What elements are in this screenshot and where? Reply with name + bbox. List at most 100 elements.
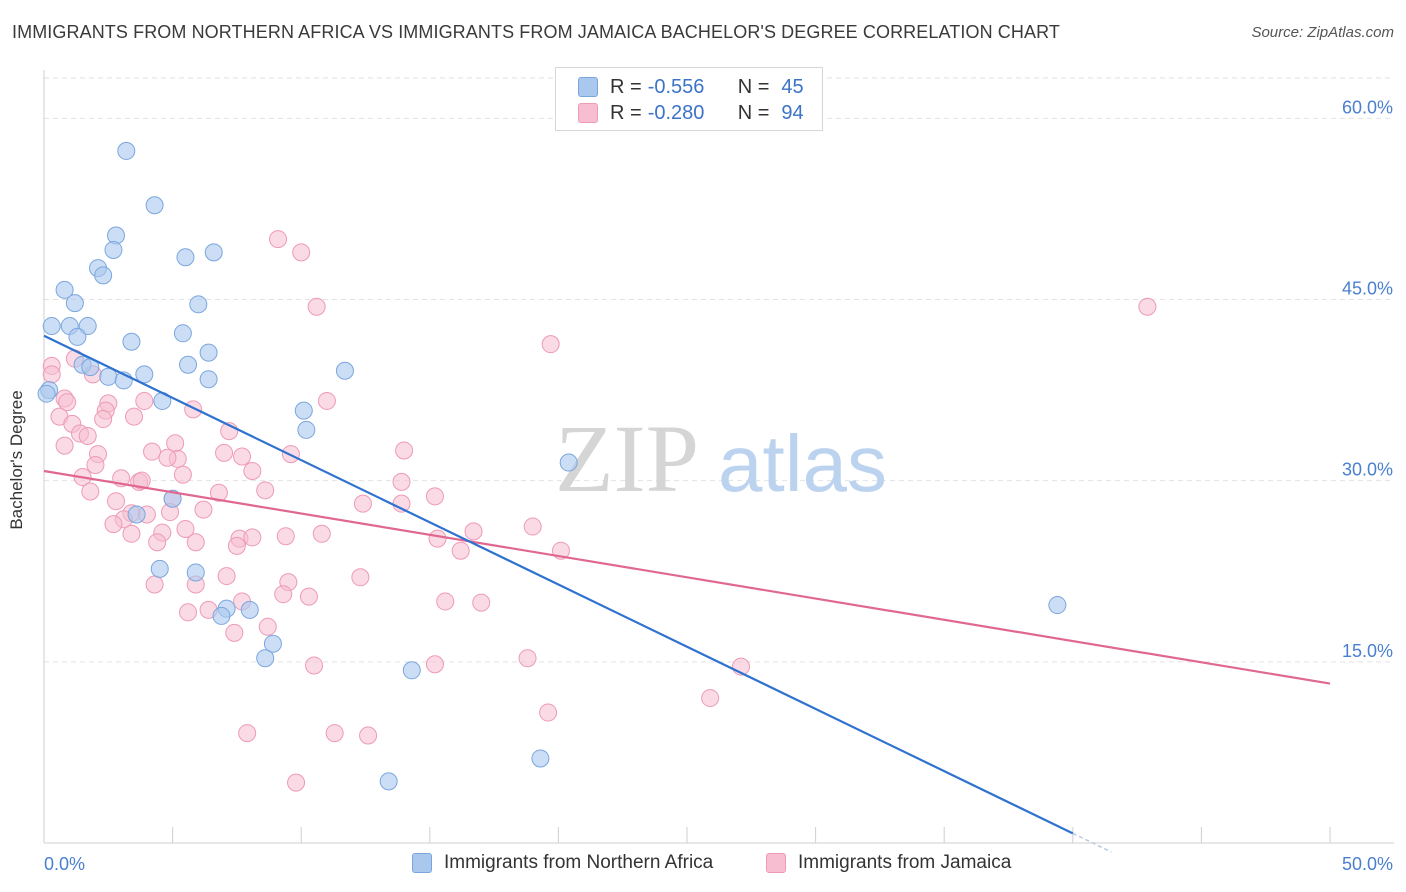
data-point-jamaica [94,410,113,429]
data-point-northern-africa [263,634,282,653]
data-point-northern-africa [1048,596,1067,615]
data-point-northern-africa [379,772,398,791]
data-point-jamaica [351,568,370,587]
x-tick-label-start: 0.0% [44,854,85,874]
watermark: ZIP atlas [555,405,887,512]
data-point-northern-africa [294,401,313,420]
y-tick-label: 30.0% [1342,460,1393,480]
data-point-northern-africa [37,384,56,403]
data-point-northern-africa [189,295,208,314]
data-point-jamaica [451,541,470,560]
legend-item-jamaica: Immigrants from Jamaica [766,852,1011,874]
correlation-legend: R = -0.556 N = 45 R = -0.280 N = 94 [555,67,823,131]
data-point-northern-africa [55,280,74,299]
data-point-jamaica [225,623,244,642]
legend-swatch-blue [578,77,598,97]
data-point-northern-africa [335,361,354,380]
data-point-jamaica [215,443,234,462]
series-northern-africa-points [37,141,1067,791]
y-tick-label: 15.0% [1342,641,1393,661]
data-point-jamaica [184,400,203,419]
data-point-jamaica [148,533,167,552]
tick-labels: 15.0% 30.0% 45.0% 60.0% 0.0% 50.0% [44,97,1393,874]
data-point-jamaica [274,585,293,604]
grid-lines [44,77,1394,663]
data-point-northern-africa [163,489,182,508]
data-point-jamaica [299,587,318,606]
trendline-jamaica [43,469,1331,685]
data-point-northern-africa [104,240,123,259]
data-point-northern-africa [127,505,146,524]
legend-item-northern-africa: Immigrants from Northern Africa [412,852,713,874]
legend-n-label: N = [737,75,770,98]
y-axis-label: Bachelor's Degree [7,390,26,530]
trend-lines [43,334,1331,853]
legend-row-jamaica: R = -0.280 N = 94 [578,101,804,125]
series-legend: Immigrants from Northern Africa Immigran… [0,852,1406,878]
data-point-northern-africa [179,355,198,374]
data-point-jamaica [158,448,177,467]
legend-row-northern-africa: R = -0.556 N = 45 [578,75,804,99]
data-point-jamaica [392,472,411,491]
data-point-jamaica [143,442,162,461]
data-point-jamaica [238,724,257,743]
chart-title: IMMIGRANTS FROM NORTHERN AFRICA VS IMMIG… [12,22,1060,42]
data-point-jamaica [176,519,195,538]
data-point-jamaica [107,492,126,511]
series-jamaica-points [42,230,1157,792]
data-point-northern-africa [42,317,61,336]
legend-n-value: 45 [781,75,804,98]
watermark-atlas: atlas [718,419,887,508]
chart-source: Source: ZipAtlas.com [1251,24,1394,41]
data-point-jamaica [256,481,275,500]
legend-r-value: -0.556 [647,75,705,98]
data-point-jamaica [395,441,414,460]
data-point-jamaica [243,461,262,480]
data-point-jamaica [292,243,311,262]
data-point-northern-africa [145,196,164,215]
legend-swatch-pink [578,103,598,123]
data-point-northern-africa [531,749,550,768]
data-point-jamaica [1138,297,1157,316]
data-point-northern-africa [559,453,578,472]
data-point-jamaica [179,603,198,622]
data-point-jamaica [55,436,74,455]
legend-r-label: R = [610,101,642,124]
data-point-jamaica [194,500,213,519]
data-point-northern-africa [256,649,275,668]
data-point-northern-africa [199,343,218,362]
trendline-northern-africa [43,334,1074,835]
data-point-northern-africa [68,327,87,346]
legend-r-value: -0.280 [647,101,705,124]
data-point-jamaica [539,703,558,722]
data-point-northern-africa [117,141,136,160]
data-point-jamaica [317,391,336,410]
data-point-northern-africa [212,606,231,625]
data-point-jamaica [217,567,236,586]
x-tick-label-end: 50.0% [1342,854,1393,874]
data-point-jamaica [472,593,491,612]
data-point-jamaica [701,689,720,708]
data-point-jamaica [287,773,306,792]
data-point-jamaica [353,494,372,513]
data-point-northern-africa [186,563,205,582]
data-point-northern-africa [199,370,218,389]
data-point-jamaica [145,575,164,594]
legend-n-value: 94 [781,101,804,124]
data-point-jamaica [227,536,246,555]
data-point-jamaica [523,517,542,536]
data-point-northern-africa [122,332,141,351]
data-point-jamaica [276,527,295,546]
data-point-jamaica [125,407,144,426]
data-point-jamaica [436,592,455,611]
legend-swatch-blue [412,853,432,873]
data-point-northern-africa [65,294,84,313]
data-point-jamaica [305,656,324,675]
data-point-jamaica [541,335,560,354]
data-point-jamaica [258,617,277,636]
data-point-jamaica [78,426,97,445]
data-point-jamaica [425,487,444,506]
data-point-jamaica [132,471,151,490]
data-point-jamaica [425,655,444,674]
